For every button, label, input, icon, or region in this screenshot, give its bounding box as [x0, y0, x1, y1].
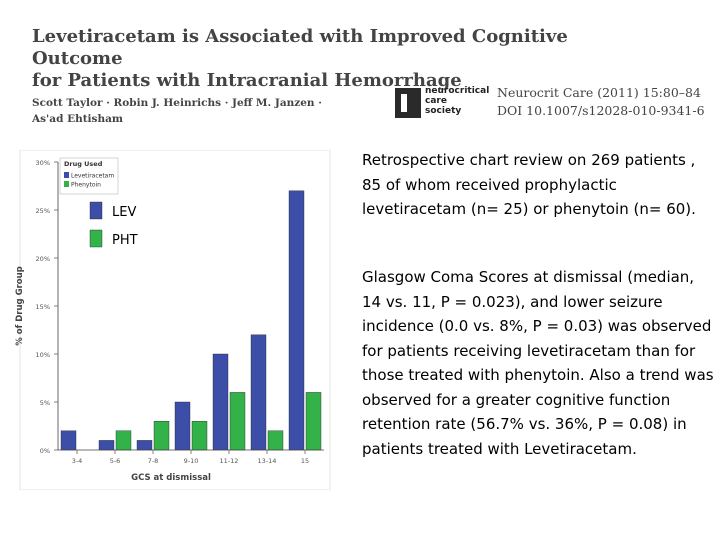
legend-label-lev: Levetiracetam — [71, 173, 114, 180]
x-tick-label: 7-8 — [148, 457, 159, 465]
authors: Scott Taylor · Robin J. Heinrichs · Jeff… — [32, 95, 332, 127]
gcs-bar-chart: 0% 5% 10% 15% 20% 25% 30% 3-4 5-6 7-8 9-10 11-12 13-… — [15, 150, 331, 490]
x-tick-label: 5-6 — [110, 457, 121, 465]
bar-pht-11-12 — [229, 392, 246, 451]
bar-lev-7-8 — [136, 440, 153, 451]
bar-lev-11-12 — [212, 353, 229, 451]
citation-line-1: Neurocrit Care (2011) 15:80–84 — [497, 85, 701, 100]
logo-text: neurocritical care society — [425, 86, 495, 116]
citation-line-2: DOI 10.1007/s12028-010-9341-6 — [497, 103, 705, 118]
authors-line-1: Scott Taylor · Robin J. Heinrichs · Jeff… — [32, 97, 322, 109]
title-line-1: Levetiracetam is Associated with Improve… — [32, 26, 568, 69]
logo-mark-icon — [395, 88, 421, 118]
legend-label-pht: Phenytoin — [71, 182, 101, 189]
bar-pht-5-6 — [115, 430, 132, 451]
title-line-2: for Patients with Intracranial Hemorrhag… — [32, 70, 462, 91]
overlay-swatch-pht — [89, 229, 103, 248]
logo-line-1: neurocritical — [425, 86, 490, 96]
slide-title: Levetiracetam is Associated with Improve… — [32, 26, 632, 92]
bar-lev-13-14 — [250, 334, 267, 451]
y-tick-label: 0% — [40, 447, 50, 455]
journal-logo: neurocritical care society — [395, 86, 493, 120]
bar-pht-15 — [305, 392, 322, 451]
x-tick-label: 3-4 — [72, 457, 83, 465]
bar-pht-7-8 — [153, 421, 170, 451]
authors-line-2: As'ad Ehtisham — [32, 113, 124, 125]
summary-paragraph-1: Retrospective chart review on 269 patien… — [362, 151, 696, 218]
bar-pht-9-10 — [191, 421, 208, 451]
x-tick-label: 11-12 — [220, 457, 239, 465]
y-tick-label: 10% — [36, 351, 50, 359]
journal-citation: Neurocrit Care (2011) 15:80–84 DOI 10.10… — [497, 84, 705, 120]
y-tick-label: 20% — [36, 255, 50, 263]
x-tick-label: 13-14 — [258, 457, 277, 465]
x-axis-title: GCS at dismissal — [131, 473, 211, 483]
y-axis-title: % of Drug Group — [15, 266, 25, 345]
y-tick-label: 5% — [40, 399, 50, 407]
overlay-swatch-lev — [89, 201, 103, 220]
x-tick-label: 9-10 — [184, 457, 199, 465]
overlay-label-pht: PHT — [112, 233, 138, 248]
logo-line-3: society — [425, 106, 462, 116]
overlay-label-lev: LEV — [112, 205, 136, 220]
legend-swatch-pht — [64, 181, 69, 187]
bar-lev-5-6 — [98, 440, 115, 451]
bar-lev-15 — [288, 190, 305, 451]
x-tick-label: 15 — [301, 457, 309, 465]
bar-lev-3-4 — [60, 430, 77, 451]
y-tick-label: 30% — [36, 159, 50, 167]
bar-pht-13-14 — [267, 430, 284, 451]
summary-paragraph-2: Glasgow Coma Scores at dismissal (median… — [362, 268, 714, 458]
y-tick-label: 15% — [36, 303, 50, 311]
logo-line-2: care — [425, 96, 447, 106]
legend-swatch-lev — [64, 172, 69, 178]
y-tick-label: 25% — [36, 207, 50, 215]
bar-lev-9-10 — [174, 401, 191, 451]
legend-box — [59, 157, 119, 195]
chart-border — [19, 150, 331, 490]
legend-title: Drug Used — [64, 160, 103, 168]
